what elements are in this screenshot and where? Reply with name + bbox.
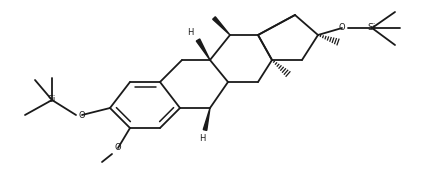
Text: H: H xyxy=(199,134,205,143)
Text: Si: Si xyxy=(48,96,56,105)
Polygon shape xyxy=(213,17,230,35)
Text: H: H xyxy=(188,28,194,37)
Text: O: O xyxy=(115,143,121,152)
Text: Si: Si xyxy=(368,23,376,32)
Text: O: O xyxy=(339,23,345,32)
Polygon shape xyxy=(203,108,210,130)
Text: O: O xyxy=(78,110,85,120)
Polygon shape xyxy=(196,39,210,60)
